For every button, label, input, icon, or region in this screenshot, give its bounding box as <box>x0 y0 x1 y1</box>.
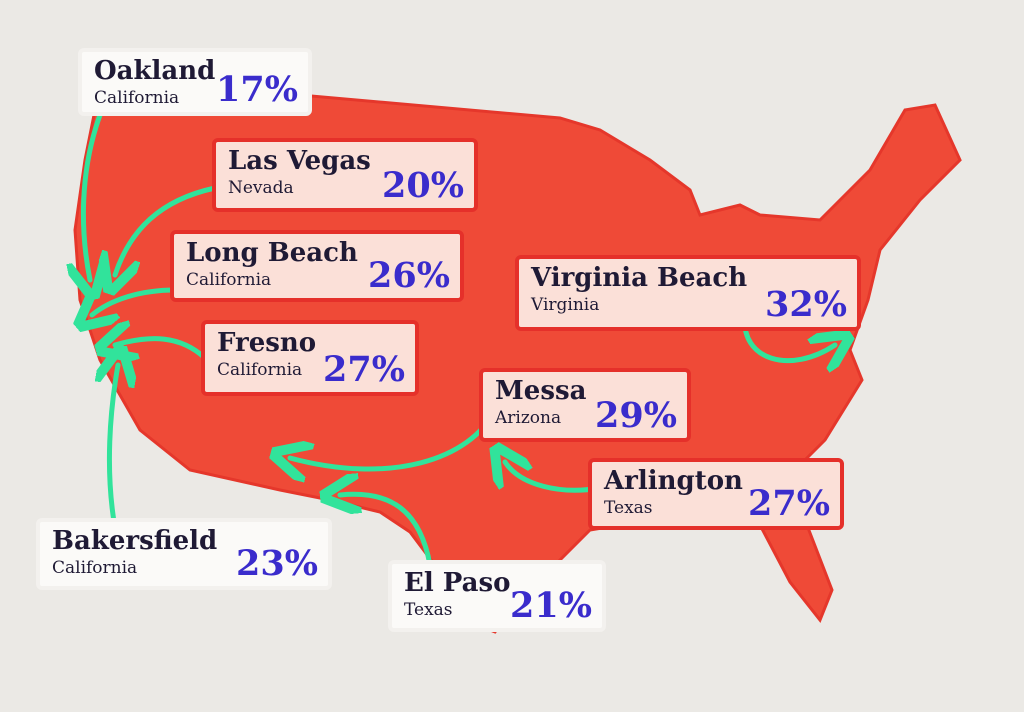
city-name: Oakland <box>94 56 216 86</box>
percentage: 27% <box>323 349 405 390</box>
city-callout: Long Beach California 26% <box>170 230 464 302</box>
city-name: Bakersfield <box>52 526 218 556</box>
city-callout: Oakland California 17% <box>78 48 312 116</box>
state-name: Virginia <box>531 295 600 315</box>
percentage: 23% <box>236 543 318 584</box>
city-callout: El Paso Texas 21% <box>388 560 606 632</box>
city-callout: Arlington Texas 27% <box>588 458 844 530</box>
percentage: 27% <box>748 483 830 524</box>
city-name: Messa <box>495 376 587 406</box>
percentage: 29% <box>595 395 677 436</box>
percentage: 26% <box>368 255 450 296</box>
city-callout: Bakersfield California 23% <box>36 518 332 590</box>
city-name: Arlington <box>604 466 743 496</box>
percentage: 17% <box>216 69 298 110</box>
city-name: Virginia Beach <box>531 263 748 293</box>
state-name: California <box>52 558 138 578</box>
city-callout: Fresno California 27% <box>201 320 419 396</box>
city-name: El Paso <box>404 568 511 598</box>
state-name: Texas <box>604 498 653 518</box>
state-name: California <box>94 88 180 108</box>
city-callout: Virginia Beach Virginia 32% <box>515 255 861 331</box>
city-callout: Las Vegas Nevada 20% <box>212 138 478 212</box>
city-callout: Messa Arizona 29% <box>479 368 691 442</box>
state-name: Texas <box>404 600 453 620</box>
state-name: California <box>186 270 272 290</box>
percentage: 20% <box>382 165 464 206</box>
city-name: Fresno <box>217 328 317 358</box>
state-name: California <box>217 360 303 380</box>
percentage: 21% <box>510 585 592 626</box>
city-name: Las Vegas <box>228 146 371 176</box>
state-name: Arizona <box>495 408 562 428</box>
city-name: Long Beach <box>186 238 358 268</box>
percentage: 32% <box>765 284 847 325</box>
state-name: Nevada <box>228 178 294 198</box>
